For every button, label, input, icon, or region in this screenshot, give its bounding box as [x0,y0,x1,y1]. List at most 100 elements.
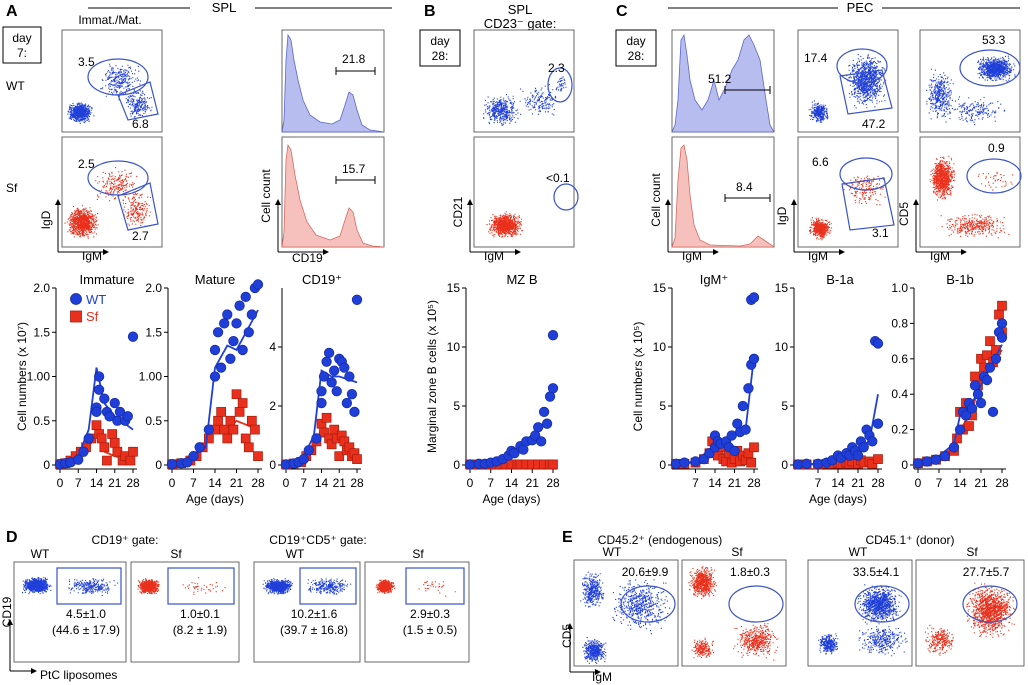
y-axis-label: Cell numbers (x 10⁷) [15,322,29,431]
point-wt [948,442,960,453]
point-wt [225,353,236,364]
panel-c-dot2-sf: 0.9 [919,136,1022,248]
x-tick-label: 28 [126,476,140,490]
y-tick-label: 1.00 [27,370,51,384]
point-sf [222,433,233,444]
panel-e-title1: CD45.2⁺ (endogenous) [598,533,722,547]
hist-c-wt-value: 51.2 [708,72,732,86]
y-tick-label: 0 [155,458,162,472]
panel-c-day-num: 28: [628,49,645,63]
point-wt [748,353,760,364]
panel-c-dot2-xlabel: IgM [930,249,950,263]
panel-b-dot-axes: CD21 IgM [451,196,521,263]
point-sf [985,336,995,346]
y-tick-label: 1.5 [33,325,50,339]
point-wt [743,383,754,394]
point-wt [987,406,999,418]
y-tick-label: 0 [269,458,276,472]
x-tick-label: 14 [953,476,967,490]
point-sf [128,446,138,457]
x-tick-label: 21 [728,476,742,490]
point-wt [104,411,115,422]
x-tick-label: 0 [57,476,64,490]
point-sf [743,448,754,459]
panel-a-hist-sf: 15.7 [281,136,385,248]
y-tick-label: 10 [447,340,461,354]
point-wt [740,424,751,435]
point-wt [166,458,178,470]
point-wt [122,411,133,422]
panel-d-letter: D [6,529,18,546]
point-wt [99,393,110,404]
point-wt [547,330,559,341]
point-wt [872,418,884,429]
y-tick-label: 4 [269,340,276,354]
x-tick-label: 7 [692,476,699,490]
point-wt [972,389,984,400]
y-tick-label: 0.8 [891,316,908,330]
y-tick-label: 1.5 [145,325,162,339]
panel-e-ylabel: CD5 [560,624,574,648]
point-wt [318,371,330,382]
panel-e-val3: 33.5±4.1 [853,565,900,579]
panel-d-plots: 4.5±1.0 (44.6 ± 17.9) 1.0±0.1 (8.2 ± 1.9… [13,561,470,663]
point-wt [954,424,966,435]
legend-sf-marker [70,310,82,323]
gate-c1-sf-b1b: 6.6 [812,155,829,169]
y-tick-label: 0.5 [145,414,162,428]
panel-c-letter: C [616,3,628,20]
x-axis-label: Age (days) [809,492,867,506]
x-tick-label: 7 [300,476,307,490]
panel-c-dot1-sf: 6.6 3.1 [797,136,899,248]
y-tick-label: 0 [43,458,50,472]
point-wt [323,347,335,359]
gate-a-sf-mat: 2.7 [132,229,149,243]
x-tick-label: 28 [350,476,364,490]
point-sf [225,415,236,426]
panel-a-dot-ylabel: IgD [39,210,53,229]
point-sf [228,424,239,435]
x-axis-label: Age (days) [482,492,540,506]
point-wt [246,309,258,320]
point-wt [533,422,544,433]
y-tick-label: 0.5 [33,414,50,428]
gate-c1-wt-b1a: 47.2 [862,117,886,131]
point-wt [109,397,120,409]
panel-d-xlabel: PtC liposomes [40,668,117,682]
point-sf [982,350,992,361]
point-wt [801,458,812,469]
point-wt [812,458,824,469]
y-tick-label: 0.4 [891,387,908,401]
point-wt [188,451,199,462]
panel-b-tissue: SPL [508,2,533,17]
point-wt [349,406,360,418]
x-tick-label: 28 [546,476,560,490]
point-wt [341,397,353,409]
point-wt [93,384,105,395]
panel-c-day-word: day [626,34,645,48]
panel-d-sub1: (44.6 ± 17.9) [52,623,120,637]
point-wt [969,380,981,391]
point-wt [981,374,993,386]
panel-e-col1: WT [603,545,622,559]
panel-d-sub3: (39.7 ± 16.8) [280,623,348,637]
gate-c2-wt: 53.3 [982,33,1006,47]
x-tick-label: 14 [831,476,845,490]
panel-e-axes: CD5 IgM [560,623,612,684]
panel-b-day-num: 28: [432,49,449,63]
point-wt [748,292,760,303]
x-tick-label: 28 [747,476,761,490]
gate-c1-sf-b1a: 3.1 [872,226,889,240]
y-tick-label: 15 [653,281,667,295]
panel-c-dot1-ylabel: IgD [775,206,789,225]
y-tick-label: 1.0 [891,281,908,295]
panel-b-dot-xlabel: IgM [484,249,504,263]
panel-d-col1: WT [31,547,50,561]
panel-c-dot1-xlabel: IgM [808,249,828,263]
panel-a-hist-ylabel: Cell count [259,169,273,223]
panel-a-day-box [2,26,42,64]
point-wt [538,406,550,418]
point-wt [792,459,804,470]
